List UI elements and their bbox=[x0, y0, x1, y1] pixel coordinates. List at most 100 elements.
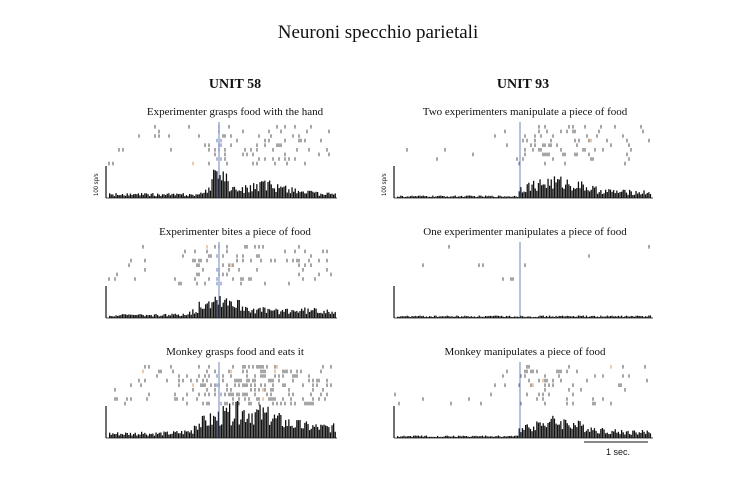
histogram-bin bbox=[398, 316, 400, 318]
histogram-bin bbox=[280, 311, 282, 318]
histogram-bin bbox=[569, 427, 572, 438]
histogram-bin bbox=[638, 315, 640, 318]
histogram-bin bbox=[472, 196, 474, 198]
histogram-bin bbox=[630, 191, 632, 198]
histogram-bin bbox=[313, 426, 316, 438]
condition-title-93-1: Two experimenters manipulate a piece of … bbox=[422, 106, 628, 118]
histogram-bin bbox=[581, 181, 583, 198]
histogram-bin bbox=[441, 436, 444, 438]
histogram-bin bbox=[305, 313, 308, 318]
histogram-bin bbox=[192, 194, 194, 198]
histogram-bin bbox=[632, 430, 634, 438]
histogram-bin bbox=[547, 178, 549, 198]
histogram-bin bbox=[251, 413, 253, 438]
histogram-bin bbox=[523, 316, 525, 318]
histogram-bin bbox=[123, 434, 125, 438]
histogram-bin bbox=[640, 432, 642, 438]
histogram-bin bbox=[278, 413, 280, 438]
histogram-bin bbox=[189, 432, 191, 438]
histogram-bin bbox=[515, 196, 517, 198]
histogram-bin bbox=[533, 180, 535, 198]
histogram-bin bbox=[521, 316, 524, 318]
histogram-bin bbox=[232, 306, 234, 318]
histogram-bin bbox=[193, 196, 196, 198]
histogram-bin bbox=[189, 193, 191, 198]
histogram-bin bbox=[251, 309, 253, 318]
histogram-bin bbox=[221, 180, 223, 198]
histogram-bin bbox=[185, 315, 188, 318]
histogram-bin bbox=[601, 427, 604, 438]
histogram-bin bbox=[577, 420, 580, 438]
histogram-bin bbox=[182, 434, 184, 438]
histogram-bin bbox=[397, 436, 399, 438]
histogram-bin bbox=[176, 431, 178, 438]
histogram-bin bbox=[200, 192, 202, 198]
histogram-bin bbox=[486, 316, 488, 318]
histogram-bin bbox=[512, 436, 514, 438]
histogram-bin bbox=[637, 193, 639, 198]
histogram-bin bbox=[507, 316, 509, 318]
histogram-bin bbox=[157, 315, 159, 318]
histogram-bin bbox=[499, 195, 501, 198]
histogram-bin bbox=[625, 431, 628, 438]
histogram-bin bbox=[619, 434, 621, 438]
histogram-bin bbox=[259, 307, 261, 318]
histogram-bin bbox=[305, 421, 308, 438]
histogram-bin bbox=[173, 314, 175, 318]
histogram-bin bbox=[123, 195, 125, 198]
histogram-bin bbox=[493, 315, 495, 318]
histogram-bin bbox=[182, 313, 184, 318]
histogram-bin bbox=[587, 316, 589, 318]
histogram-bin bbox=[248, 192, 250, 198]
histogram-bin bbox=[520, 315, 522, 318]
histogram-bin bbox=[309, 430, 311, 438]
histogram-bin bbox=[593, 315, 596, 318]
histogram-bin bbox=[201, 415, 204, 438]
histogram-bin bbox=[449, 316, 452, 318]
histogram-bin bbox=[470, 195, 472, 198]
histogram-bin bbox=[457, 316, 460, 318]
histogram-bin bbox=[323, 310, 325, 318]
histogram-bin bbox=[264, 307, 266, 318]
histogram-bin bbox=[597, 316, 599, 318]
histogram-bin bbox=[513, 435, 516, 438]
histogram-bin bbox=[433, 315, 436, 318]
histogram-bin bbox=[582, 315, 584, 318]
histogram-bin bbox=[318, 195, 320, 198]
histogram-bin bbox=[209, 190, 212, 198]
histogram-bin bbox=[321, 194, 324, 198]
histogram-bin bbox=[435, 436, 437, 438]
histogram-bin bbox=[480, 316, 482, 318]
histogram-bin bbox=[216, 300, 218, 318]
histogram-bin bbox=[166, 193, 168, 198]
histogram-bin bbox=[294, 311, 296, 318]
histogram-bin bbox=[296, 420, 298, 438]
histogram-bin bbox=[414, 435, 416, 438]
histogram-bin bbox=[230, 425, 232, 438]
histogram-bin bbox=[547, 422, 549, 438]
histogram-bin bbox=[219, 296, 221, 318]
histogram-bin bbox=[328, 192, 330, 198]
histogram-bin bbox=[249, 422, 252, 438]
histogram-bin bbox=[401, 316, 404, 318]
histogram-bin bbox=[518, 317, 520, 318]
histogram-bin bbox=[574, 425, 576, 438]
histogram-bin bbox=[440, 316, 442, 318]
histogram-bin bbox=[184, 315, 186, 318]
histogram-bin bbox=[219, 175, 221, 198]
condition-title-58-1: Experimenter grasps food with the hand bbox=[146, 106, 324, 118]
histogram-bin bbox=[617, 315, 620, 318]
histogram-bin bbox=[163, 431, 165, 438]
histogram-bin bbox=[153, 195, 156, 198]
histogram-bin bbox=[315, 191, 317, 198]
histogram-bin bbox=[181, 194, 183, 198]
histogram-bin bbox=[630, 434, 632, 438]
histogram-bin bbox=[213, 301, 215, 318]
histogram-bin bbox=[494, 436, 496, 438]
histogram-bin bbox=[550, 179, 552, 198]
histogram-bin bbox=[483, 436, 485, 438]
histogram-bin bbox=[451, 316, 453, 318]
histogram-bin bbox=[419, 315, 421, 318]
histogram-bin bbox=[443, 316, 445, 318]
histogram-bin bbox=[293, 191, 295, 198]
